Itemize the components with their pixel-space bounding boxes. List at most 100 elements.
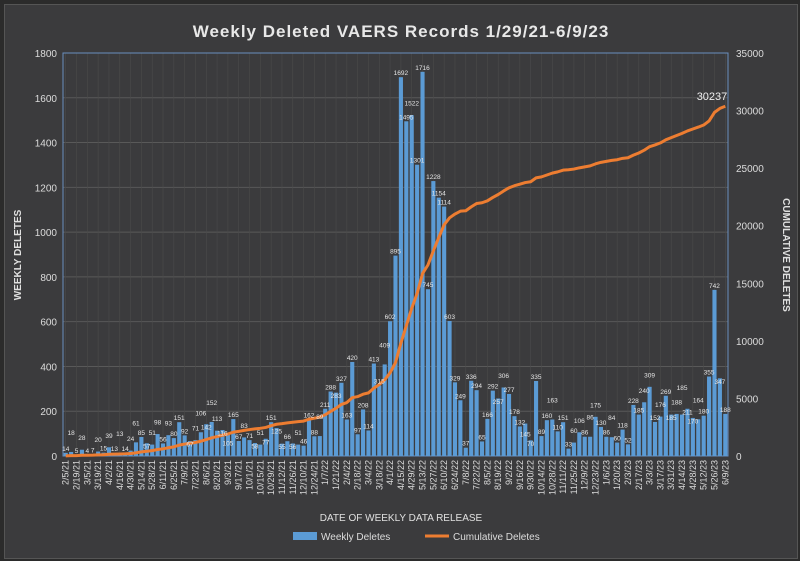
x-tick-label: 8/6/21 (201, 460, 211, 485)
bar (506, 393, 512, 456)
cumulative-line (65, 104, 726, 458)
bar-data-label: 89 (316, 414, 324, 421)
bar-data-label: 1301 (410, 158, 425, 165)
x-tick-label: 5/14/21 (136, 460, 146, 490)
bar-data-label: 152 (650, 415, 661, 422)
bar (577, 432, 582, 456)
bar-data-label: 1692 (394, 70, 409, 77)
x-tick-label: 11/25/22 (569, 460, 579, 494)
x-tick-label: 10/1/21 (245, 460, 255, 490)
bar-data-label: 86 (587, 415, 595, 422)
bar (452, 382, 458, 456)
bar-data-label: 116 (217, 431, 228, 438)
bar-data-label: 93 (165, 421, 173, 428)
bar-data-label: 176 (655, 402, 666, 409)
bar (339, 382, 344, 456)
bar (371, 363, 376, 456)
y-right-tick-label: 15000 (736, 279, 764, 290)
bar-data-label: 65 (478, 434, 486, 441)
bar (604, 436, 609, 456)
bar-data-label: 306 (498, 373, 509, 380)
bar-data-label: 142 (201, 425, 212, 432)
y-right-tick-label: 35000 (736, 49, 764, 60)
x-tick-label: 9/3/21 (223, 460, 233, 485)
bar (609, 437, 614, 456)
x-tick-label: 7/9/21 (180, 460, 190, 485)
bar (669, 414, 674, 456)
bar-data-label: 347 (714, 379, 725, 386)
bar-data-label: 170 (687, 418, 698, 425)
x-tick-label: 1/20/23 (612, 460, 622, 490)
bar-data-label: 15 (100, 446, 108, 453)
bar (69, 451, 74, 456)
y-left-tick-label: 1200 (35, 183, 58, 194)
bar (431, 181, 436, 456)
bar-data-label: 110 (553, 424, 564, 431)
bar (366, 430, 371, 456)
bar-data-label: 5 (75, 448, 79, 455)
x-tick-label: 4/1/22 (385, 460, 395, 485)
x-tick-label: 5/26/23 (709, 460, 719, 490)
bar (663, 395, 668, 456)
bar-data-label: 77 (262, 439, 270, 446)
bar-data-label: 39 (105, 433, 113, 440)
bar (501, 387, 506, 456)
bar (79, 449, 84, 456)
bar (355, 434, 360, 456)
bar (685, 408, 690, 456)
bar (517, 426, 522, 456)
bar (561, 422, 566, 456)
bar-data-label: 188 (671, 399, 682, 406)
legend-label-cumulative: Cumulative Deletes (453, 532, 540, 543)
bar-data-label: 80 (170, 431, 178, 438)
x-tick-label: 4/15/22 (396, 460, 406, 490)
bar-data-label: 14 (122, 446, 130, 453)
bar (528, 440, 533, 456)
bar (344, 419, 349, 456)
bar (187, 440, 193, 456)
bar-data-label: 211 (320, 402, 331, 409)
y-left-tick-label: 800 (40, 273, 57, 284)
bar-data-label: 70 (527, 441, 535, 448)
bar-data-label: 413 (368, 357, 379, 364)
x-tick-label: 3/31/23 (666, 460, 676, 490)
bar (404, 121, 409, 457)
bar (490, 390, 495, 456)
bar (701, 415, 706, 456)
x-tick-label: 8/20/21 (212, 460, 222, 490)
bar-data-label: 185 (677, 385, 688, 392)
bar-data-label: 329 (450, 375, 461, 382)
bar (463, 447, 468, 456)
legend: Weekly Deletes Cumulative Deletes (293, 532, 540, 543)
bar-data-label: 180 (698, 409, 709, 416)
bar-data-label: 66 (284, 434, 292, 441)
bar-data-label: 164 (693, 397, 704, 404)
legend-label-weekly: Weekly Deletes (321, 532, 390, 543)
bar-data-label: 13 (111, 446, 119, 453)
x-tick-label: 8/19/22 (493, 460, 503, 490)
bar (620, 429, 625, 456)
x-tick-label: 1/7/22 (320, 460, 330, 485)
bar (631, 404, 636, 456)
x-tick-label: 7/22/22 (472, 460, 482, 490)
bar-data-label: 228 (628, 398, 639, 405)
bar-data-label: 67 (186, 441, 194, 448)
bar-data-label: 24 (127, 436, 135, 443)
bar (707, 376, 712, 456)
bar (258, 444, 263, 456)
bar (588, 436, 593, 456)
cumulative-final-label: 30237 (697, 91, 728, 103)
x-tick-label: 1/6/23 (601, 460, 611, 485)
bar (425, 289, 430, 456)
bar-data-label: 420 (347, 355, 358, 362)
bar (593, 416, 598, 456)
bar-data-label: 67 (235, 434, 243, 441)
bar (436, 197, 441, 457)
x-tick-label: 6/10/22 (439, 460, 449, 490)
x-tick-label: 6/9/23 (720, 460, 730, 485)
x-tick-label: 12/9/22 (580, 460, 590, 490)
y-axis-right-label: CUMULATIVE DELETES (780, 198, 791, 312)
bar-data-label: 132 (514, 419, 525, 426)
bar-data-label: 257 (493, 399, 504, 406)
bar-data-label: 20 (95, 437, 103, 444)
